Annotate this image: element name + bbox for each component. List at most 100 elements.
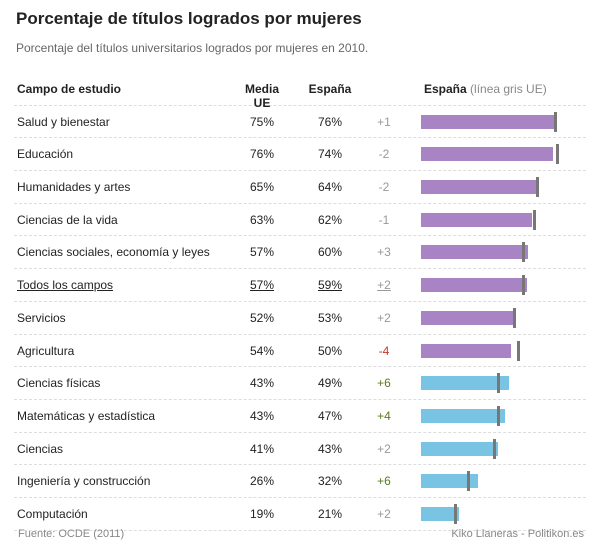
diff-value: +4 <box>377 408 391 423</box>
eu-marker <box>466 471 470 492</box>
table-row: Educación 76% 74% -2 <box>14 138 586 172</box>
es-bar <box>421 114 558 129</box>
header-chart-label: España <box>424 82 467 96</box>
es-value: 43% <box>317 441 343 456</box>
field-label: Ciencias físicas <box>17 376 101 391</box>
chart-title: Porcentaje de títulos logrados por mujer… <box>16 9 362 28</box>
table-row: Ciencias 41% 43% +2 <box>14 433 586 466</box>
field-label: Humanidades y artes <box>17 180 131 195</box>
es-value: 21% <box>317 506 343 521</box>
diff-value: +2 <box>377 278 391 293</box>
eu-value: 19% <box>249 506 275 521</box>
es-value: 50% <box>317 343 343 358</box>
es-bar <box>421 212 532 227</box>
header-chart: España (línea gris UE) <box>424 82 547 96</box>
diff-value: +2 <box>377 506 391 521</box>
es-value: 64% <box>317 180 343 195</box>
table-row: Ciencias físicas 43% 49% +6 <box>14 367 586 400</box>
eu-marker <box>454 503 457 524</box>
eu-marker <box>496 373 500 394</box>
es-bar <box>421 245 529 260</box>
table-row: Ciencias sociales, economía y leyes 57% 60… <box>14 236 586 270</box>
es-bar <box>421 408 506 423</box>
es-bar <box>421 278 527 293</box>
diff-value: +6 <box>377 376 391 391</box>
header-row: Campo de estudio Media UE España España … <box>14 73 586 110</box>
diff-value: -2 <box>378 147 390 162</box>
es-value: 53% <box>317 310 343 325</box>
eu-marker <box>522 242 526 263</box>
eu-value: 43% <box>249 408 275 423</box>
field-label: Ingeniería y construcción <box>17 474 151 489</box>
eu-value: 76% <box>249 147 275 162</box>
es-bar <box>421 506 459 521</box>
eu-marker <box>513 307 517 328</box>
field-label: Computación <box>17 506 88 521</box>
table-row: Matemáticas y estadística 43% 47% +4 <box>14 400 586 433</box>
diff-value: +3 <box>377 245 391 260</box>
table-row: Computación 19% 21% +2 <box>14 498 586 531</box>
credit: Kiko Llaneras - Politikon.es <box>451 528 584 540</box>
diff-value: +1 <box>377 114 391 129</box>
header-es: España <box>308 82 352 96</box>
table-row: Salud y bienestar 75% 76% +1 <box>14 106 586 139</box>
es-value: 74% <box>317 147 343 162</box>
diff-value: -4 <box>378 343 390 358</box>
es-bar <box>421 180 536 195</box>
es-bar <box>421 474 479 489</box>
es-bar <box>421 343 511 358</box>
chart-subtitle: Porcentaje del títulos universitarios lo… <box>16 41 369 55</box>
eu-marker <box>516 340 520 361</box>
table-row: Todos los campos 57% 59% +2 <box>14 269 586 302</box>
table-row: Servicios 52% 53% +2 <box>14 302 586 335</box>
eu-marker <box>554 111 558 132</box>
es-value: 59% <box>317 278 343 293</box>
eu-value: 43% <box>249 376 275 391</box>
es-bar <box>421 310 516 325</box>
eu-value: 41% <box>249 441 275 456</box>
eu-marker <box>556 144 560 165</box>
field-label: Salud y bienestar <box>17 114 110 129</box>
es-bar <box>421 441 498 456</box>
field-label: Servicios <box>17 310 66 325</box>
diff-value: -1 <box>378 212 390 227</box>
eu-value: 57% <box>249 278 275 293</box>
table-row: Ingeniería y construcción 26% 32% +6 <box>14 465 586 498</box>
header-eu: Media UE <box>244 82 279 110</box>
header-chart-note: (línea gris UE) <box>470 82 547 96</box>
eu-marker <box>493 438 497 459</box>
field-label: Ciencias sociales, economía y leyes <box>17 245 210 260</box>
eu-value: 26% <box>249 474 275 489</box>
es-bar <box>421 376 509 391</box>
es-value: 62% <box>317 212 343 227</box>
diff-value: -2 <box>378 180 390 195</box>
eu-marker <box>536 177 540 198</box>
diff-value: +6 <box>377 474 391 489</box>
es-value: 60% <box>317 245 343 260</box>
eu-marker <box>532 209 536 230</box>
header-field: Campo de estudio <box>17 82 122 96</box>
source-note: Fuente: OCDE (2011) <box>18 528 125 540</box>
eu-value: 57% <box>249 245 275 260</box>
table-row: Agricultura 54% 50% -4 <box>14 335 586 368</box>
es-value: 49% <box>317 376 343 391</box>
table-row: Ciencias de la vida 63% 62% -1 <box>14 204 586 237</box>
es-value: 47% <box>317 408 343 423</box>
eu-value: 52% <box>249 310 275 325</box>
eu-value: 65% <box>249 180 275 195</box>
eu-marker <box>496 405 500 426</box>
es-value: 76% <box>317 114 343 129</box>
eu-marker <box>522 275 526 296</box>
field-label: Agricultura <box>17 343 75 358</box>
diff-value: +2 <box>377 441 391 456</box>
eu-value: 63% <box>249 212 275 227</box>
field-label: Ciencias de la vida <box>17 212 118 227</box>
es-value: 32% <box>317 474 343 489</box>
table-row: Humanidades y artes 65% 64% -2 <box>14 171 586 204</box>
field-label: Educación <box>17 147 74 162</box>
field-label: Matemáticas y estadística <box>17 408 156 423</box>
data-table: Campo de estudio Media UE España España … <box>14 73 586 531</box>
field-label: Todos los campos <box>17 278 114 293</box>
es-bar <box>421 147 554 162</box>
field-label: Ciencias <box>17 441 64 456</box>
